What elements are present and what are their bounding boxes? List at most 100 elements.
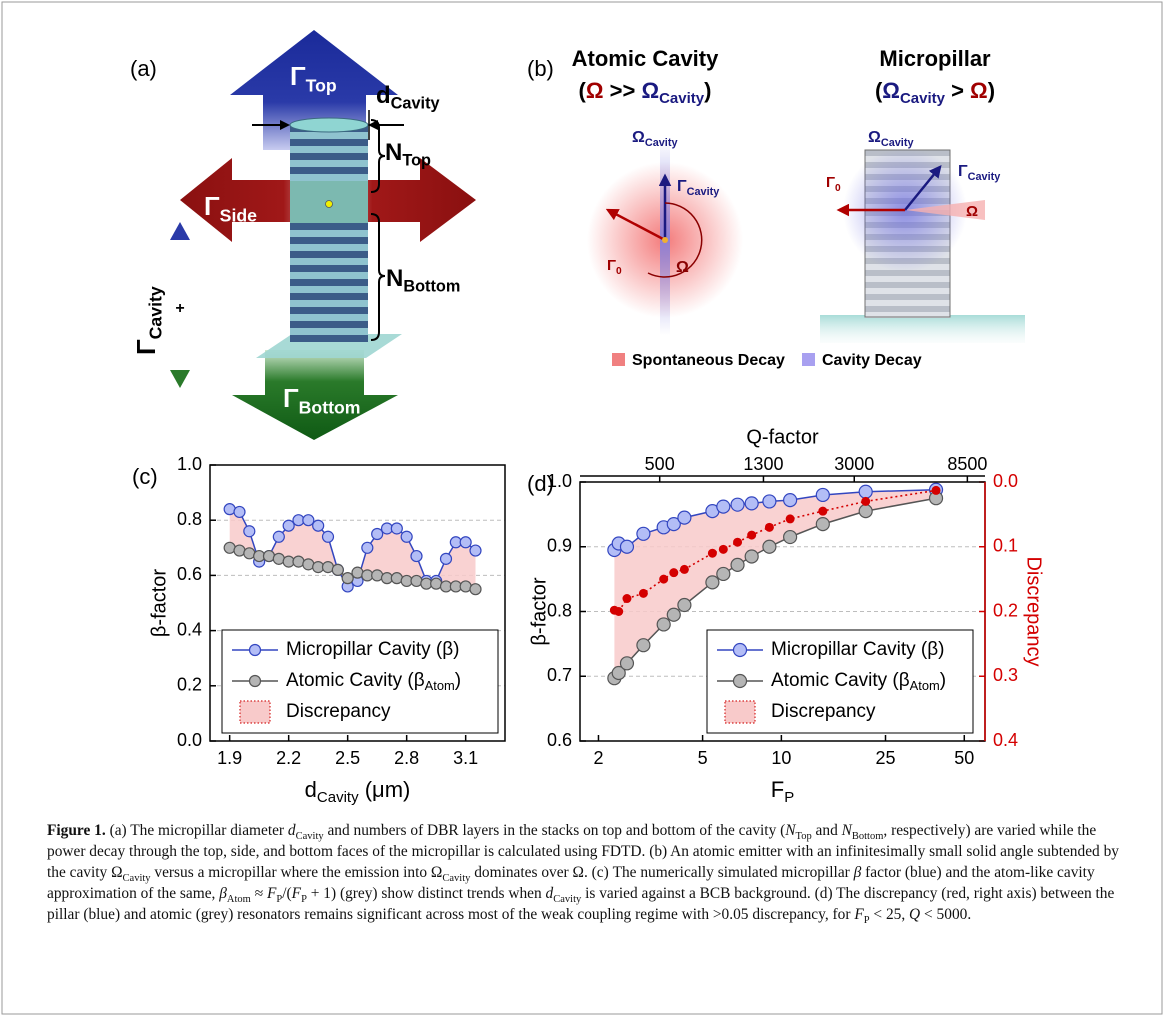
- data-point: [677, 597, 692, 613]
- dbr-layer: [290, 181, 368, 188]
- dbr-layer: [290, 293, 368, 300]
- x-tick-label: 3.1: [453, 748, 478, 768]
- data-point: [785, 514, 795, 524]
- text-part: Γ: [131, 339, 161, 355]
- text-part: 0: [835, 182, 841, 193]
- text-part: P: [784, 789, 794, 806]
- pillar: [289, 117, 369, 342]
- data-point: [707, 548, 717, 558]
- text-part: Bottom: [403, 278, 460, 296]
- legend-swatch: [239, 700, 271, 724]
- data-point: [410, 549, 423, 563]
- x2-tick-label: 500: [645, 454, 675, 474]
- caption-text: β: [853, 864, 862, 881]
- data-point: [312, 519, 325, 532]
- gamma-0-arrow: [605, 208, 666, 242]
- text-part: Cavity: [145, 286, 165, 339]
- data-point: [815, 516, 830, 532]
- text-part: Γ: [290, 61, 306, 91]
- caption-text: dominates over Ω. (c) The numerically si…: [470, 864, 854, 881]
- y2-tick-label: 0.3: [993, 665, 1018, 685]
- text-part: Γ: [607, 257, 616, 274]
- gamma-cavity-arrow: [904, 165, 942, 211]
- text-part: N: [386, 265, 403, 292]
- x-tick-label: 2.2: [276, 748, 301, 768]
- x-tick-label: 1.9: [217, 748, 242, 768]
- caption-text: , respectively) are varied while the pow…: [47, 822, 1119, 881]
- text-part: Cavity: [659, 90, 705, 107]
- data-point: [321, 530, 335, 543]
- x2-tick-label: 3000: [834, 454, 874, 474]
- text-part: d: [305, 777, 317, 802]
- data-point: [439, 552, 453, 565]
- data-point: [818, 506, 828, 516]
- text-part: Cavity: [317, 789, 359, 806]
- caption-text: F: [854, 906, 864, 923]
- data-point: [679, 564, 689, 574]
- y-axis-label: β-factor: [148, 569, 170, 638]
- text-part: Atom: [425, 679, 455, 694]
- gamma-0-label: Γ0: [607, 257, 622, 277]
- data-point: [243, 525, 256, 538]
- omega-label: Ω: [676, 259, 689, 276]
- text-part: Side: [220, 205, 258, 225]
- y-tick-label: 0.6: [547, 730, 572, 750]
- text-part: Cavity: [687, 186, 720, 198]
- data-point: [744, 549, 759, 564]
- x-tick-label: 5: [698, 748, 708, 768]
- text-part: >>: [604, 78, 642, 103]
- text-part: Γ: [677, 178, 687, 195]
- caption-text: N: [841, 822, 852, 839]
- data-point: [233, 505, 246, 519]
- dbr-layer: [290, 174, 368, 181]
- plus-sign: +: [175, 300, 184, 317]
- dbr-layer: [290, 139, 368, 146]
- legend-marker: [248, 674, 262, 688]
- d-cavity-label: dCavity: [376, 82, 440, 113]
- x-axis-label: dCavity (μm): [305, 777, 411, 806]
- panel-title: Micropillar: [879, 46, 991, 71]
- text-part: Γ: [826, 174, 835, 191]
- data-point: [677, 510, 692, 525]
- data-point: [659, 574, 669, 584]
- dbr-layer: [290, 251, 368, 258]
- dbr-layer: [290, 279, 368, 286]
- data-point: [636, 638, 651, 653]
- x-tick-label: 2.5: [335, 748, 360, 768]
- text-part: Bottom: [299, 397, 361, 417]
- text-part: (: [579, 78, 587, 103]
- caption-text: ≈: [250, 885, 267, 902]
- caption-text: F: [267, 885, 277, 902]
- caption-text: β: [219, 885, 227, 902]
- data-point: [636, 526, 651, 541]
- data-point: [272, 530, 285, 543]
- data-point: [733, 537, 743, 547]
- dbr-layer: [290, 265, 368, 272]
- text-part: (: [875, 78, 883, 103]
- caption-text: Cavity: [295, 831, 324, 843]
- caption-text: /(: [282, 885, 292, 902]
- omega-cavity-label: ΩCavity: [868, 129, 914, 149]
- y2-tick-label: 0.4: [993, 730, 1018, 750]
- y-tick-label: 0.0: [177, 730, 202, 750]
- data-point: [666, 607, 681, 622]
- dbr-layer: [290, 335, 368, 342]
- text-part: Top: [306, 75, 337, 95]
- omega-wedge: [905, 200, 985, 220]
- caption-text: Cavity: [553, 894, 582, 906]
- dbr-layer: [290, 258, 368, 265]
- text-part: Micropillar Cavity (β): [286, 639, 460, 660]
- caption-text: Figure 1.: [47, 822, 106, 839]
- x2-axis-label: Q-factor: [746, 426, 819, 448]
- dbr-layer: [290, 209, 368, 216]
- data-point: [744, 496, 759, 511]
- text-part: Atomic Cavity (β: [771, 670, 910, 691]
- data-point: [622, 594, 632, 604]
- x2-tick-label: 8500: [947, 454, 987, 474]
- data-point: [783, 493, 798, 508]
- text-part: Ω: [882, 78, 900, 103]
- data-point: [619, 656, 635, 671]
- dbr-layer: [865, 276, 950, 282]
- dbr-layer: [290, 230, 368, 237]
- data-point: [614, 607, 624, 616]
